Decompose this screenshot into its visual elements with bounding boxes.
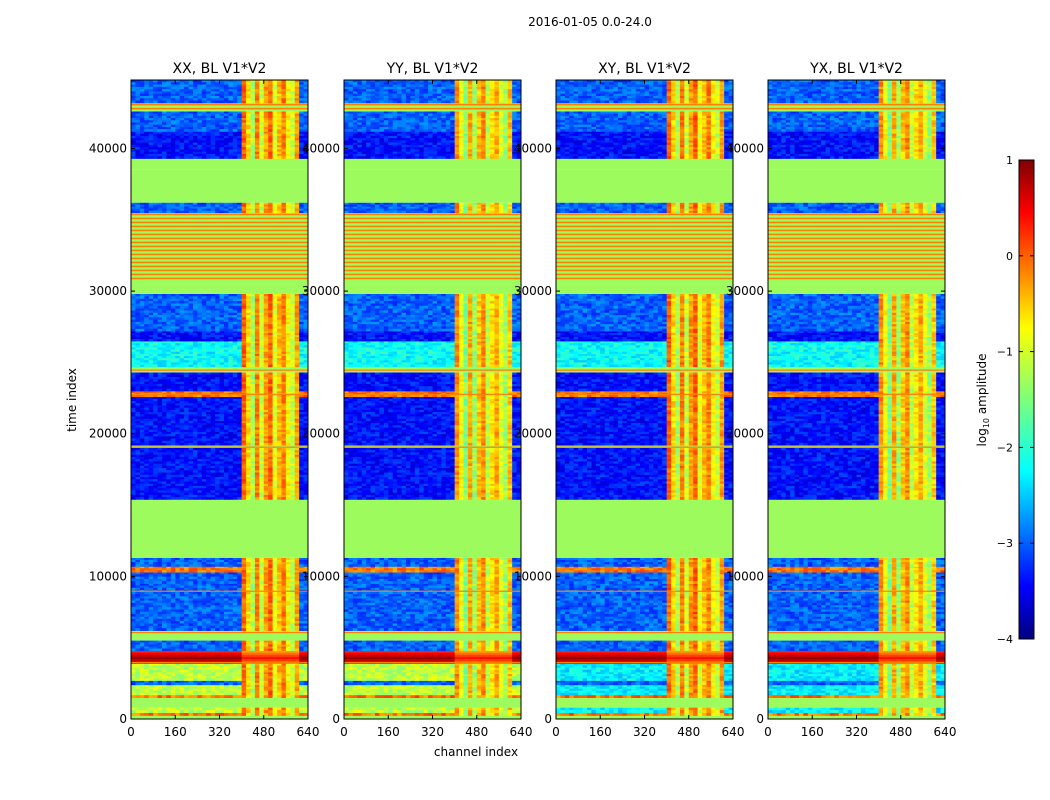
panel-title: YY, BL V1*V2: [386, 61, 479, 77]
panel-title: XX, BL V1*V2: [173, 61, 267, 77]
y-axis-label: time index: [65, 368, 79, 432]
x-tick-label: 0: [127, 725, 135, 739]
panel-title: XY, BL V1*V2: [598, 61, 691, 77]
x-tick-label: 480: [465, 725, 488, 739]
colorbar-gradient: [1018, 159, 1035, 640]
x-tick-label: 160: [589, 725, 612, 739]
x-tick-label: 480: [889, 725, 912, 739]
y-tick-label: 20000: [726, 427, 764, 441]
y-tick-label: 40000: [726, 141, 764, 155]
y-tick-label: 20000: [302, 427, 340, 441]
x-tick-label: 480: [252, 725, 275, 739]
x-tick-label: 640: [297, 725, 320, 739]
y-tick-label: 30000: [302, 284, 340, 298]
colorbar-tick-label: −4: [997, 633, 1013, 646]
x-tick-label: 320: [208, 725, 231, 739]
y-tick-label: 30000: [89, 284, 127, 298]
panel-xy: XY, BL V1*V2 0 160 320 480 640 0 10000 20000 3000…: [514, 61, 745, 739]
x-tick-label: 320: [421, 725, 444, 739]
y-tick-label: 0: [756, 712, 764, 726]
panel-xx: XX, BL V1*V2 0 160 320 480 640 0 10000 20000 3000…: [89, 61, 320, 739]
x-tick-label: 0: [764, 725, 772, 739]
y-tick-label: 0: [119, 712, 127, 726]
colorbar: −4 −3 −2 −1 0 1 log10 amplitude: [975, 154, 1035, 646]
heatmap-image: [768, 80, 945, 719]
y-tick-label: 30000: [514, 284, 552, 298]
y-tick-label: 10000: [302, 569, 340, 583]
x-tick-label: 480: [677, 725, 700, 739]
colorbar-tick-label: −2: [997, 441, 1013, 454]
y-tick-label: 0: [332, 712, 340, 726]
heatmap-image: [131, 80, 308, 719]
y-tick-label: 10000: [726, 569, 764, 583]
panel-title: YX, BL V1*V2: [809, 61, 903, 77]
x-tick-label: 160: [377, 725, 400, 739]
x-tick-label: 640: [934, 725, 957, 739]
x-tick-label: 640: [510, 725, 533, 739]
y-tick-label: 10000: [514, 569, 552, 583]
y-tick-label: 40000: [302, 141, 340, 155]
x-tick-label: 0: [552, 725, 560, 739]
heatmap-image: [556, 80, 733, 719]
x-axis-label: channel index: [434, 745, 518, 759]
y-tick-label: 30000: [726, 284, 764, 298]
y-tick-label: 40000: [89, 141, 127, 155]
x-tick-label: 160: [801, 725, 824, 739]
x-tick-label: 640: [722, 725, 745, 739]
colorbar-tick-label: 0: [1006, 250, 1013, 263]
colorbar-tick-label: 1: [1006, 154, 1013, 167]
heatmap-image: [344, 80, 521, 719]
colorbar-tick-label: −3: [997, 537, 1013, 550]
y-tick-label: 20000: [514, 427, 552, 441]
heatmap-panels: XX, BL V1*V2 0 160 320 480 640 0 10000 20000 3000…: [89, 61, 957, 739]
y-tick-label: 0: [544, 712, 552, 726]
y-tick-label: 20000: [89, 427, 127, 441]
panel-yy: YY, BL V1*V2 0 160 320 480 640 0 10000 20000 3000…: [302, 61, 533, 739]
colorbar-label: log10 amplitude: [975, 354, 991, 447]
colorbar-tick-label: −1: [997, 346, 1013, 359]
y-tick-label: 10000: [89, 569, 127, 583]
x-tick-label: 320: [633, 725, 656, 739]
x-tick-label: 160: [164, 725, 187, 739]
y-tick-label: 40000: [514, 141, 552, 155]
x-tick-label: 0: [340, 725, 348, 739]
panel-yx: YX, BL V1*V2 0 160 320 480 640 0 10000 20000 3000…: [726, 61, 957, 739]
figure-suptitle: 2016-01-05 0.0-24.0: [528, 15, 652, 29]
x-tick-label: 320: [845, 725, 868, 739]
